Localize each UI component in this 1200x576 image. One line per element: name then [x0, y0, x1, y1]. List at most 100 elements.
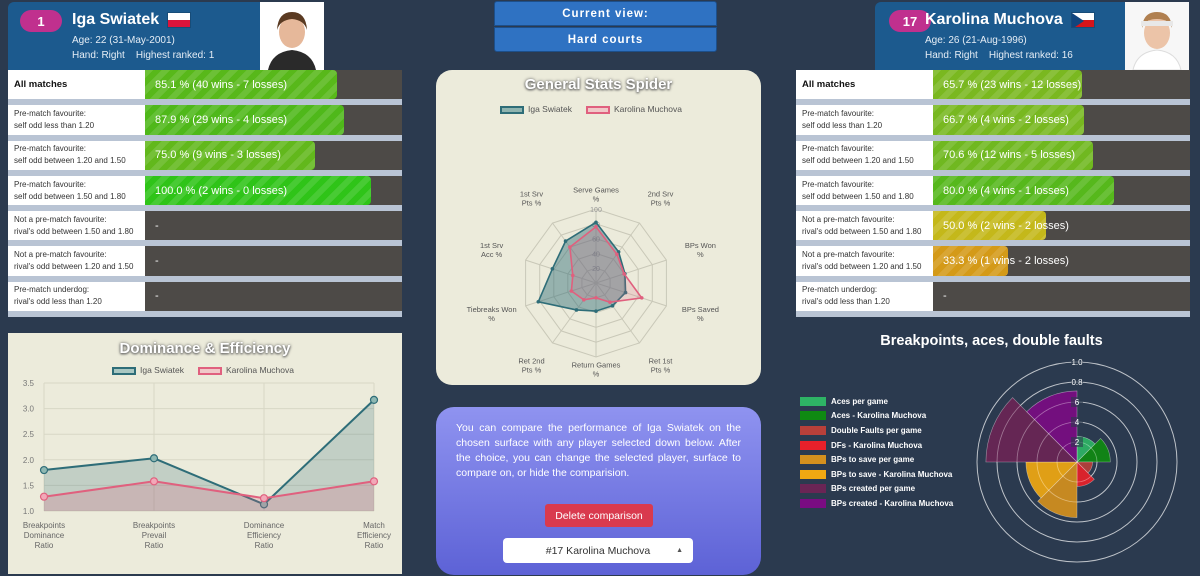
- player2-age: Age: 26 (21-Aug-1996): [925, 35, 1027, 46]
- dominance-chart-panel: Dominance & Efficiency Iga Swiatek Karol…: [8, 333, 402, 574]
- stats-row-label-line1: Not a pre-match favourite:: [802, 250, 895, 260]
- stats-bar-value: -: [155, 255, 159, 268]
- breakpoints-legend-item[interactable]: Aces - Karolina Muchova: [800, 409, 953, 424]
- stats-bar-value: 50.0 % (2 wins - 2 losses): [943, 219, 1069, 232]
- current-view-label: Current view:: [494, 1, 717, 26]
- breakpoints-legend-item[interactable]: DFs - Karolina Muchova: [800, 438, 953, 453]
- compare-player-select-value: #17 Karolina Muchova: [545, 544, 651, 557]
- spider-axis-line: [525, 259, 597, 284]
- polar-tick-bg: [1071, 437, 1083, 447]
- spider-axis-label: 1st Srv Acc %: [480, 241, 504, 259]
- polar-segment: [1037, 461, 1078, 518]
- stats-row-label-line2: rival's odd between 1.50 and 1.80: [802, 226, 922, 236]
- spider-point: [536, 299, 541, 304]
- stats-bar-track: 85.1 % (40 wins - 7 losses): [145, 70, 402, 100]
- stats-bar-value: -: [155, 290, 159, 303]
- player1-rank-badge: 1: [20, 10, 62, 32]
- stats-row-label: Pre-match favourite: self odd between 1.5…: [8, 175, 145, 206]
- legend-swatch: [800, 498, 826, 508]
- legend-label-player1: Iga Swiatek: [140, 365, 184, 375]
- stats-bar-fill: [145, 105, 344, 135]
- stats-row: Pre-match underdog: rival's odd less than…: [8, 281, 402, 318]
- legend-item-player1[interactable]: Iga Swiatek: [112, 365, 184, 375]
- stats-row-label: Pre-match favourite: self odd between 1.2…: [8, 140, 145, 170]
- spider-axis-label: Tiebreaks Won%: [467, 305, 517, 323]
- polar-tick-label: 6: [1075, 398, 1080, 407]
- player1-name-text: Iga Swiatek: [72, 11, 160, 28]
- stats-row-label-line1: Pre-match favourite:: [802, 144, 875, 154]
- dominance-y-tick: 2.5: [23, 430, 35, 439]
- dominance-point: [369, 395, 379, 404]
- stats-bar-value: 70.6 % (12 wins - 5 losses): [943, 149, 1076, 162]
- stats-bar-track: 70.6 % (12 wins - 5 losses): [933, 140, 1190, 170]
- breakpoints-legend-item[interactable]: BPs created per game: [800, 482, 953, 497]
- polar-segment: [1076, 437, 1111, 463]
- legend-item-player2[interactable]: Karolina Muchova: [585, 104, 682, 114]
- breakpoints-legend-item[interactable]: BPs to save per game: [800, 452, 953, 467]
- stats-row-label: All matches: [8, 70, 145, 100]
- breakpoints-legend-item[interactable]: BPs to save - Karolina Muchova: [800, 467, 953, 482]
- spider-axis-line: [595, 259, 667, 284]
- legend-swatch: [800, 440, 826, 450]
- dominance-point: [149, 477, 159, 486]
- stats-row-label-line1: Pre-match favourite:: [14, 108, 87, 118]
- stats-bar-value: 80.0 % (4 wins - 1 losses): [943, 184, 1069, 197]
- surface-selector-button[interactable]: Hard courts: [494, 27, 717, 52]
- stats-bar-track: 100.0 % (2 wins - 0 losses): [145, 175, 402, 206]
- player1-hand-rank: Hand: Right Highest ranked: 1: [72, 50, 215, 61]
- stats-row-label-line2: self odd between 1.20 and 1.50: [14, 156, 126, 166]
- player1-avatar: [260, 2, 324, 70]
- breakpoints-legend-label: Aces per game: [831, 396, 888, 406]
- stats-row-label: Not a pre-match favourite: rival's odd be…: [8, 211, 145, 241]
- spider-tick-label: 100: [590, 207, 602, 214]
- breakpoints-legend-item[interactable]: Double Faults per game: [800, 423, 953, 438]
- player2-rank-badge: 17: [889, 10, 931, 32]
- player2-header: 17 Karolina Muchova Age: 26 (21-Aug-1996…: [875, 2, 1189, 70]
- stats-row-label-line1: Pre-match underdog:: [802, 285, 878, 295]
- stats-row-label-line1: Not a pre-match favourite:: [14, 250, 107, 260]
- polar-tick-label: 2: [1075, 438, 1080, 447]
- breakpoints-polar-chart: 2 4 6 0.8 1.0: [976, 357, 1178, 563]
- stats-row: Pre-match underdog: rival's odd less than…: [796, 281, 1190, 318]
- stats-bar-track: -: [145, 281, 402, 312]
- stats-row-label-line1: Pre-match underdog:: [14, 285, 90, 295]
- stats-row-label-line2: self odd between 1.50 and 1.80: [14, 191, 126, 201]
- polar-tick-bg: [1071, 397, 1083, 407]
- stats-row-label: Pre-match favourite: self odd less than 1…: [8, 105, 145, 135]
- stats-row-label-line1: Not a pre-match favourite:: [14, 214, 107, 224]
- stats-bar-fill: [933, 211, 1047, 241]
- breakpoints-chart-title: Breakpoints, aces, double faults: [880, 333, 1103, 349]
- stats-row: All matches 85.1 % (40 wins - 7 losses): [8, 70, 402, 106]
- dominance-x-label: Dominance Efficiency Ratio: [244, 521, 285, 550]
- stats-bar-track: 50.0 % (2 wins - 2 losses): [933, 211, 1190, 241]
- breakpoints-legend: Aces per game Aces - Karolina Muchova Doub…: [800, 394, 953, 511]
- breakpoints-legend-item[interactable]: Aces per game: [800, 394, 953, 409]
- stats-bar-track: 66.7 % (4 wins - 2 losses): [933, 105, 1190, 135]
- dominance-point: [369, 477, 379, 486]
- spider-point: [594, 220, 598, 225]
- stats-row: Pre-match favourite: self odd less than 1…: [8, 105, 402, 141]
- spider-tick-label: 40: [592, 251, 600, 258]
- legend-item-player2[interactable]: Karolina Muchova: [197, 365, 294, 375]
- breakpoints-legend-item[interactable]: BPs created - Karolina Muchova: [800, 496, 953, 511]
- spider-point: [610, 303, 615, 308]
- breakpoints-legend-label: Double Faults per game: [831, 425, 922, 435]
- legend-swatch: [800, 396, 826, 406]
- polar-tick-bg: [1071, 417, 1083, 427]
- legend-swatch: [800, 484, 826, 494]
- breakpoints-legend-label: Aces - Karolina Muchova: [831, 411, 927, 421]
- player2-stats-table: All matches 65.7 % (23 wins - 12 losses) P…: [796, 70, 1190, 318]
- spider-point: [622, 272, 626, 276]
- stats-bar-track: 65.7 % (23 wins - 12 losses): [933, 70, 1190, 100]
- polar-segment: [1026, 390, 1078, 463]
- spider-point: [569, 289, 574, 293]
- dominance-y-tick: 3.5: [23, 379, 35, 388]
- stats-row-label-line2: self odd less than 1.20: [14, 120, 95, 130]
- compare-player-select[interactable]: #17 Karolina Muchova ▲: [503, 538, 693, 563]
- spider-point: [594, 224, 598, 229]
- legend-item-player1[interactable]: Iga Swiatek: [500, 104, 572, 114]
- delete-comparison-button[interactable]: Delete comparison: [545, 504, 653, 527]
- spider-point: [568, 245, 572, 249]
- spider-point: [574, 308, 579, 312]
